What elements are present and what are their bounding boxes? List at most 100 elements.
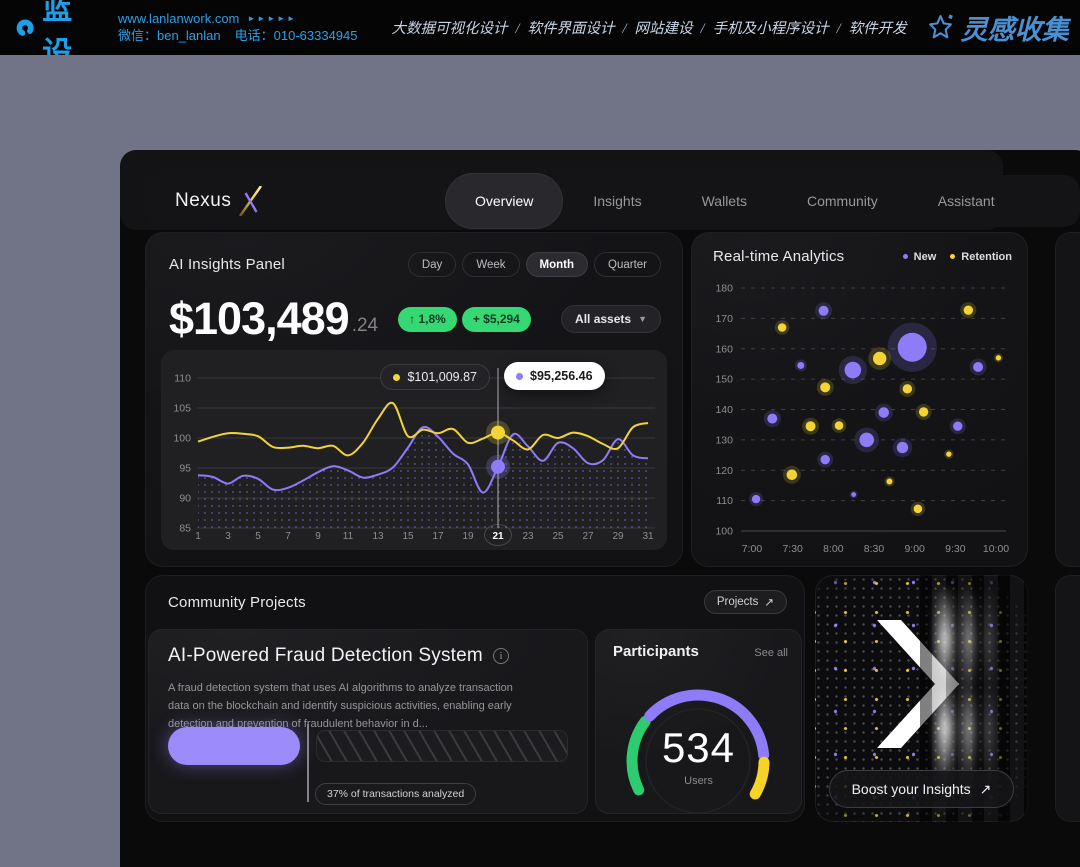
services-list: 大数据可视化设计 / 软件界面设计 / 网站建设 / 手机及小程序设计 / 软件开发: [391, 17, 906, 38]
x-axis-tick: 15: [402, 531, 414, 542]
assets-dropdown-value: All assets: [575, 312, 632, 326]
phone-label: 电话：010-63334945: [234, 28, 358, 43]
x-axis-tick: 8:00: [823, 543, 844, 555]
arrows-decoration: ►►►►►: [247, 13, 297, 23]
ai-insights-card: AI Insights Panel Day Week Month Quarter $1…: [145, 232, 683, 567]
x-axis-tick: 10:00: [983, 543, 1009, 555]
y-axis-tick: 130: [715, 434, 733, 446]
y-axis-tick: 120: [715, 465, 733, 477]
bubble-retention: [834, 421, 844, 430]
bubble-retention: [963, 305, 974, 315]
tab-assistant[interactable]: Assistant: [937, 193, 995, 209]
nexus-x-icon: [239, 186, 263, 216]
collect-name: 灵感收集: [960, 15, 1069, 45]
fraud-detection-card[interactable]: AI-Powered Fraud Detection System i A fr…: [148, 629, 588, 814]
assets-dropdown[interactable]: All assets ▼: [561, 305, 661, 333]
legend-dot-icon: [902, 254, 908, 259]
bubble-new: [897, 332, 927, 362]
yellow-dot-icon: [393, 373, 401, 381]
service-separator: /: [700, 21, 705, 37]
bubble-retention: [805, 421, 816, 432]
tab-community[interactable]: Community: [807, 193, 878, 209]
nexus-logo[interactable]: Nexus: [175, 186, 263, 216]
y-axis-tick: 110: [716, 495, 733, 507]
bubble-new: [818, 305, 829, 316]
service-item: 软件开发: [848, 21, 907, 37]
x-axis-tick: 21: [492, 531, 504, 542]
y-axis-tick: 85: [179, 523, 191, 535]
tab-overview[interactable]: Overview: [445, 173, 564, 229]
boost-insights-card: Boost your Insights ↗: [815, 575, 1028, 822]
scatter-chart[interactable]: 180 170 160 150 140 130 120 110 100 7:00 7:30 8:00 8…: [691, 232, 1028, 567]
analysis-progress: 37% of transactions analyzed: [168, 724, 568, 807]
participants-value: 534: [661, 724, 736, 771]
x-axis-tick: 5: [255, 531, 261, 542]
info-icon[interactable]: i: [492, 648, 509, 664]
dashboard-window: Nexus Overview Insights Wallets Community As…: [120, 150, 1080, 867]
bubble-new: [851, 492, 857, 497]
bubble-new: [859, 432, 874, 448]
bubble-retention: [902, 384, 913, 394]
bubble-retention: [872, 351, 887, 366]
range-segmented-control: Day Week Month Quarter: [407, 252, 661, 277]
x-axis-tick: 11: [343, 531, 354, 542]
ai-insights-title: AI Insights Panel: [169, 256, 285, 273]
see-all-link[interactable]: See all: [754, 647, 788, 659]
partial-card-right-top: [1055, 232, 1080, 567]
scatter-legend: New Retention: [902, 251, 1012, 263]
bubble-retention: [918, 407, 929, 417]
service-item: 大数据可视化设计: [391, 21, 508, 37]
x-axis-tick: 9:30: [945, 543, 966, 555]
tooltip-purple-series: $95,256.46: [504, 362, 605, 390]
projects-button[interactable]: Projects ↗: [703, 590, 787, 614]
bubble-retention: [995, 355, 1002, 361]
partial-card-right-bottom: [1055, 575, 1080, 822]
progress-remaining-hatched: [316, 730, 568, 762]
project-title: AI-Powered Fraud Detection System: [168, 645, 483, 666]
change-percent-badge: ↑ 1,8%: [398, 306, 457, 332]
bubble-new: [767, 413, 778, 424]
x-axis-tick: 19: [462, 531, 474, 542]
y-axis-tick: 150: [715, 374, 733, 386]
service-item: 手机及小程序设计: [712, 21, 829, 37]
tab-wallets[interactable]: Wallets: [701, 193, 747, 209]
participants-title: Participants: [613, 643, 699, 660]
y-axis-tick: 100: [715, 526, 733, 538]
y-axis-tick: 95: [179, 463, 191, 475]
x-axis-tick: 27: [582, 531, 594, 542]
bubble-new: [896, 441, 909, 454]
service-separator: /: [836, 21, 841, 37]
bubble-retention: [946, 451, 952, 457]
service-item: 软件界面设计: [527, 21, 615, 37]
bubble-new: [820, 454, 830, 465]
x-axis-tick: 31: [642, 531, 654, 542]
range-quarter[interactable]: Quarter: [594, 252, 661, 277]
line-chart-panel: 110 105 100 95 90 85 1 3 5 7 9 11 13 15 17 19 21 23 25 27 29…: [161, 350, 667, 550]
website-link[interactable]: www.lanlanwork.com: [118, 10, 240, 26]
desktop-background: Nexus Overview Insights Wallets Community As…: [0, 55, 1080, 867]
range-week[interactable]: Week: [462, 252, 520, 277]
balance-decimal: .24: [351, 315, 379, 336]
bubble-new: [953, 421, 963, 431]
arrow-up-right-icon: ↗: [979, 780, 992, 797]
y-axis-tick: 170: [715, 313, 733, 325]
service-separator: /: [515, 21, 520, 37]
tab-insights[interactable]: Insights: [593, 193, 642, 209]
contact-block: www.lanlanwork.com ►►►►► 微信：ben_lanlan 电话：…: [118, 10, 371, 44]
progress-divider: [307, 724, 309, 802]
collect-brand[interactable]: 灵感收集: [927, 8, 1069, 47]
boost-insights-button[interactable]: Boost your Insights ↗: [829, 770, 1014, 808]
purple-dot-icon: [516, 372, 523, 380]
bubble-new: [751, 494, 761, 504]
legend-retention: Retention: [950, 251, 1012, 263]
range-day[interactable]: Day: [407, 252, 457, 277]
range-month[interactable]: Month: [525, 252, 588, 277]
service-item: 网站建设: [634, 21, 693, 37]
community-title: Community Projects: [168, 593, 306, 611]
bubble-new: [973, 361, 984, 372]
x-axis-tick: 7:00: [742, 543, 763, 555]
x-axis-tick: 3: [225, 531, 231, 542]
y-axis-tick: 160: [715, 343, 733, 355]
